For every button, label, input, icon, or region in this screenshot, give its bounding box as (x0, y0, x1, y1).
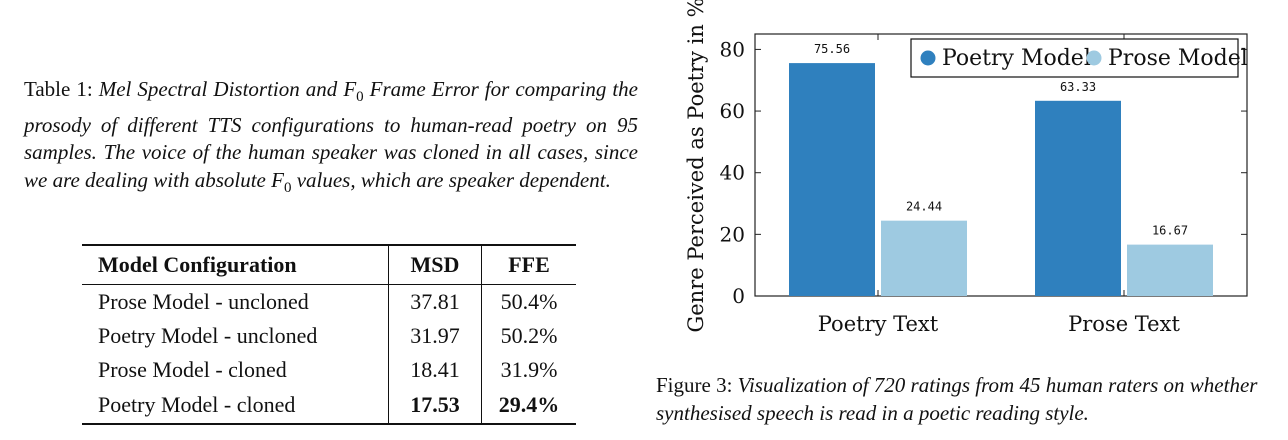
figure-caption-text: Visualization of 720 ratings from 45 hum… (656, 373, 1258, 425)
x-category-label: Prose Text (1068, 312, 1180, 336)
cell-ffe: 50.2% (481, 319, 576, 353)
header-ffe: FFE (481, 245, 576, 285)
cell-config: Poetry Model - uncloned (98, 323, 318, 348)
cell-msd: 37.81 (388, 284, 482, 319)
bar (881, 220, 967, 296)
table-caption-label: Table 1: (24, 77, 93, 101)
cell-config: Prose Model - uncloned (98, 289, 309, 314)
header-msd: MSD (388, 245, 482, 285)
bar-value-label: 75.56 (814, 42, 850, 56)
x-category-label: Poetry Text (818, 312, 939, 336)
cell-msd: 17.53 (388, 387, 482, 424)
bar-value-label: 63.33 (1060, 80, 1096, 94)
header-model-configuration: Model Configuration (98, 252, 297, 277)
legend-label: Prose Model (1108, 46, 1248, 71)
cell-ffe: 31.9% (481, 353, 576, 387)
table-row: Poetry Model - cloned 17.53 29.4% (82, 387, 576, 424)
y-tick-label: 0 (732, 284, 745, 308)
y-tick-label: 60 (720, 99, 745, 123)
y-tick-label: 80 (720, 37, 745, 61)
table-row: Prose Model - cloned 18.41 31.9% (82, 353, 576, 387)
legend-marker (920, 50, 936, 66)
cell-ffe: 29.4% (481, 387, 576, 424)
cell-config: Poetry Model - cloned (98, 392, 296, 417)
cell-msd: 31.97 (388, 319, 482, 353)
y-tick-label: 40 (720, 161, 745, 185)
y-axis-title: Genre Perceived as Poetry in % (684, 0, 708, 333)
bar (1035, 100, 1121, 296)
cell-ffe: 50.4% (481, 284, 576, 319)
y-tick-label: 20 (720, 222, 745, 246)
bar (789, 63, 875, 296)
bar-value-label: 24.44 (906, 200, 942, 214)
results-table: Model Configuration MSD FFE Prose Model … (82, 244, 576, 425)
figure-caption: Figure 3: Visualization of 720 ratings f… (656, 372, 1276, 427)
bar-value-label: 16.67 (1152, 224, 1188, 238)
plot-area: 0 20 40 60 80 Genre Perceived as Poetry in % 7… (684, 0, 1248, 336)
cell-msd: 18.41 (388, 353, 482, 387)
bar-chart: 0 20 40 60 80 Genre Perceived as Poetry in % 7… (684, 0, 1248, 336)
legend-box (910, 38, 1239, 78)
cell-config: Prose Model - cloned (98, 357, 287, 382)
figure-caption-label: Figure 3: (656, 373, 733, 397)
table-header-row: Model Configuration MSD FFE (82, 245, 576, 285)
table-caption-text: Mel Spectral Distortion and F0 Frame Err… (24, 77, 638, 196)
table-row: Prose Model - uncloned 37.81 50.4% (82, 284, 576, 319)
plot-frame (754, 33, 1248, 297)
legend-marker (1086, 50, 1102, 66)
bar (1127, 244, 1213, 296)
legend-label: Poetry Model (942, 46, 1091, 71)
table-caption: Table 1: Mel Spectral Distortion and F0 … (24, 76, 638, 202)
table-row: Poetry Model - uncloned 31.97 50.2% (82, 319, 576, 353)
